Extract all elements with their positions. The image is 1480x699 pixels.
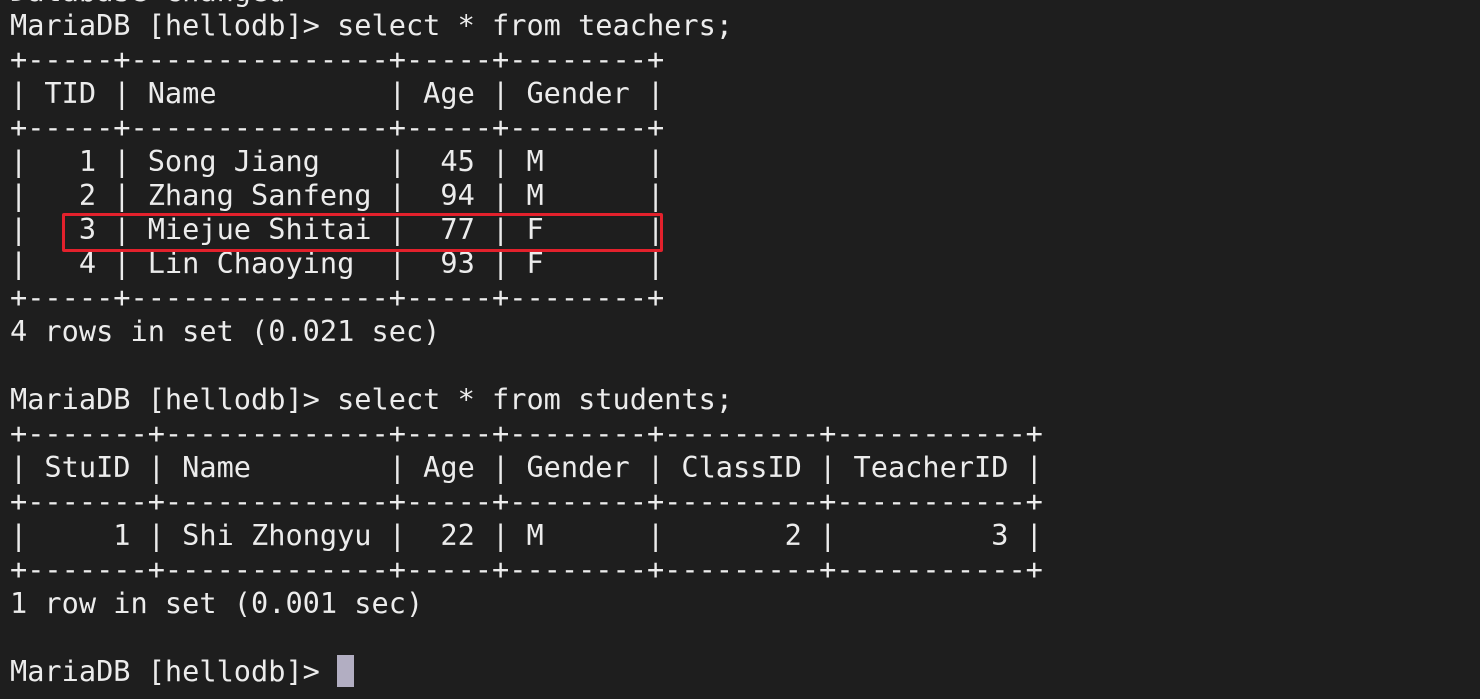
- result-summary: 1 row in set (0.001 sec): [10, 586, 424, 620]
- table-border: +-----+---------------+-----+--------+: [10, 110, 665, 144]
- table-border: +-----+---------------+-----+--------+: [10, 280, 665, 314]
- command-line: MariaDB [hellodb]> select * from teacher…: [10, 8, 734, 42]
- table-border: +-----+---------------+-----+--------+: [10, 42, 665, 76]
- blank-line: [10, 348, 1043, 382]
- prompt-line[interactable]: MariaDB [hellodb]>: [10, 654, 1043, 688]
- terminal-output[interactable]: Database changedMariaDB [hellodb]> selec…: [10, 0, 1043, 688]
- command-line: MariaDB [hellodb]> select * from student…: [10, 382, 734, 416]
- table-border: +-------+-------------+-----+--------+--…: [10, 552, 1043, 586]
- blank-line: [10, 620, 1043, 654]
- table-border: +-------+-------------+-----+--------+--…: [10, 416, 1043, 450]
- table-header: | StuID | Name | Age | Gender | ClassID …: [10, 450, 1043, 484]
- table-header: | TID | Name | Age | Gender |: [10, 76, 665, 110]
- result-summary: 4 rows in set (0.021 sec): [10, 314, 441, 348]
- terminal-line: Database changed: [10, 0, 1043, 8]
- highlight-box: [62, 213, 663, 252]
- table-row: | 2 | Zhang Sanfeng | 94 | M |: [10, 178, 665, 212]
- table-row: | 1 | Shi Zhongyu | 22 | M | 2 | 3 |: [10, 518, 1043, 552]
- table-row: | 1 | Song Jiang | 45 | M |: [10, 144, 665, 178]
- prompt: MariaDB [hellodb]>: [10, 654, 338, 688]
- table-border: +-------+-------------+-----+--------+--…: [10, 484, 1043, 518]
- table-row-highlighted: | 3 | Miejue Shitai | 77 | F |: [10, 212, 665, 246]
- text-cursor: [337, 655, 355, 687]
